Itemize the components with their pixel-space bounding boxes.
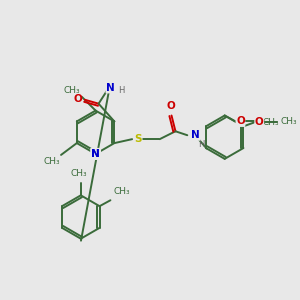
Text: S: S — [134, 134, 142, 144]
Text: N: N — [91, 149, 100, 159]
Text: CH₃: CH₃ — [281, 117, 298, 126]
Text: N: N — [91, 149, 100, 159]
Text: H: H — [118, 86, 125, 95]
Text: N: N — [191, 130, 200, 140]
Text: O: O — [255, 117, 264, 128]
Text: CH₃: CH₃ — [70, 169, 87, 178]
Text: O: O — [74, 94, 82, 104]
Text: CH₃: CH₃ — [63, 86, 80, 95]
Text: H: H — [198, 140, 205, 149]
Text: N: N — [106, 83, 115, 93]
Text: CH₃: CH₃ — [113, 187, 130, 196]
Text: O: O — [166, 100, 175, 111]
Text: O: O — [236, 116, 245, 126]
Text: CH₃: CH₃ — [262, 118, 279, 127]
Text: CH₃: CH₃ — [44, 157, 60, 166]
